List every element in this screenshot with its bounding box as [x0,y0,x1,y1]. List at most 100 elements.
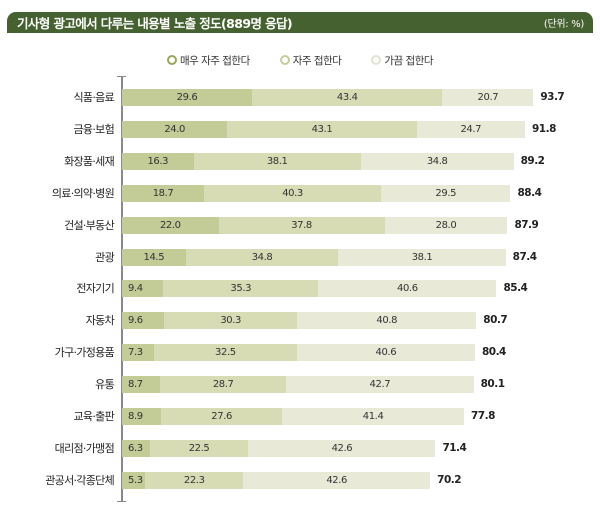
category-label: 금융·보험 [73,122,115,136]
segment-often: 43.1 [227,120,417,138]
segment-very-often: 8.7 [122,376,161,394]
category-label: 건설·부동산 [64,218,115,232]
category-label: 유통 [95,378,115,392]
segment-very-often: 8.9 [122,408,162,425]
stacked-bar: 6.3 22.5 42.6 [122,439,436,457]
total-value: 80.4 [481,346,506,359]
segment-very-often: 22.0 [122,216,219,234]
circle-icon [371,55,382,65]
segment-often: 40.3 [204,184,381,202]
segment-often: 37.8 [218,216,385,234]
total-value: 71.4 [442,441,467,454]
segment-sometimes: 34.8 [360,152,514,170]
bar-row: 유통 8.7 28.7 42.7 80.1 [0,376,600,394]
segment-sometimes: 20.7 [442,89,534,106]
segment-often: 35.3 [163,280,319,298]
segment-sometimes: 28.0 [384,216,508,234]
segment-sometimes: 42.7 [286,376,474,394]
total-value: 87.4 [512,250,537,263]
total-value: 77.8 [470,410,495,422]
bar-row: 자동차 9.6 30.3 40.8 80.7 [0,312,600,330]
segment-sometimes: 40.8 [297,312,477,330]
segment-sometimes: 29.5 [380,184,511,202]
category-label: 의료·의약·병원 [51,186,115,200]
bar-row: 화장품·세재 16.3 38.1 34.8 89.2 [0,152,600,170]
total-value: 80.1 [480,378,505,391]
category-label: 가구·가정용품 [54,346,115,360]
total-value: 70.2 [437,473,462,486]
stacked-bar: 18.7 40.3 29.5 [122,184,511,202]
stacked-bar: 24.0 43.1 24.7 [122,120,525,138]
segment-very-often: 24.0 [122,120,228,138]
category-label: 화장품·세재 [64,154,115,168]
category-label: 관공서·각종단체 [45,473,114,487]
total-value: 87.9 [514,218,539,231]
segment-sometimes: 42.6 [248,439,436,457]
y-axis-line [121,76,123,501]
segment-very-often: 6.3 [122,439,150,457]
bar-row: 교육·출판 8.9 27.6 41.4 77.8 [0,408,600,425]
segment-often: 22.5 [149,439,249,457]
circle-icon [166,55,177,65]
category-label: 전자기기 [76,282,114,296]
total-value: 89.2 [520,154,545,167]
segment-often: 27.6 [161,408,283,425]
legend: 매우 자주 접한다 자주 접한다 가끔 접한다 [0,51,600,69]
segment-sometimes: 38.1 [338,248,506,266]
stacked-bar: 16.3 38.1 34.8 [122,152,514,170]
segment-very-often: 14.5 [122,248,186,266]
stacked-bar: 8.9 27.6 41.4 [122,408,464,425]
segment-often: 34.8 [185,248,339,266]
segment-sometimes: 24.7 [416,120,525,138]
stacked-bar: 22.0 37.8 28.0 [122,216,508,234]
segment-very-often: 9.4 [122,280,164,298]
category-label: 대리점·가맹점 [54,441,115,455]
segment-very-often: 18.7 [122,184,205,202]
chart-header: 기사형 광고에서 다루는 내용별 노출 정도(889명 응답) (단위: %) [7,12,593,33]
total-value: 93.7 [540,91,565,103]
stacked-bar: 29.6 43.4 20.7 [122,89,534,106]
category-label: 교육·출판 [73,410,115,423]
stacked-bar: 14.5 34.8 38.1 [122,248,506,266]
bar-row: 전자기기 9.4 35.3 40.6 85.4 [0,280,600,298]
bar-row: 건설·부동산 22.0 37.8 28.0 87.9 [0,216,600,234]
segment-often: 38.1 [193,152,361,170]
stacked-bar: 9.4 35.3 40.6 [122,280,497,298]
legend-label: 매우 자주 접한다 [179,54,250,67]
segment-often: 43.4 [251,89,443,106]
category-label: 식품·음료 [73,91,115,104]
segment-very-often: 5.3 [122,471,146,489]
bar-row: 가구·가정용품 7.3 32.5 40.6 80.4 [0,344,600,362]
bar-row: 식품·음료 29.6 43.4 20.7 93.7 [0,89,600,106]
segment-sometimes: 41.4 [282,408,464,425]
total-value: 88.4 [517,186,542,199]
total-value: 91.8 [532,122,556,135]
segment-very-often: 7.3 [122,344,155,362]
segment-sometimes: 40.6 [296,344,475,362]
bar-row: 관광 14.5 34.8 38.1 87.4 [0,248,600,266]
legend-label: 자주 접한다 [292,54,342,67]
segment-very-often: 9.6 [122,312,165,330]
stacked-bar: 8.7 28.7 42.7 [122,376,474,394]
legend-item-often: 자주 접한다 [279,53,342,68]
bar-row: 대리점·가맹점 6.3 22.5 42.6 71.4 [0,439,600,457]
category-label: 관광 [95,250,115,264]
total-value: 80.7 [483,314,508,327]
legend-item-sometimes: 가끔 접한다 [371,53,434,68]
category-label: 자동차 [85,314,115,328]
unit-label: (단위: %) [543,19,584,30]
stacked-bar: 5.3 22.3 42.6 [122,471,431,489]
segment-very-often: 29.6 [122,89,252,106]
circle-icon [279,55,290,65]
segment-often: 28.7 [160,376,287,394]
segment-very-often: 16.3 [122,152,194,170]
chart-title: 기사형 광고에서 다루는 내용별 노출 정도(889명 응답) [17,16,293,31]
segment-often: 30.3 [164,312,298,330]
axis-tick-top [117,76,126,77]
legend-item-very-often: 매우 자주 접한다 [166,53,250,68]
segment-often: 32.5 [154,344,297,362]
bar-row: 금융·보험 24.0 43.1 24.7 91.8 [0,120,600,138]
segment-sometimes: 42.6 [243,471,431,489]
segment-sometimes: 40.6 [318,280,497,298]
stacked-bar: 9.6 30.3 40.8 [122,312,477,330]
